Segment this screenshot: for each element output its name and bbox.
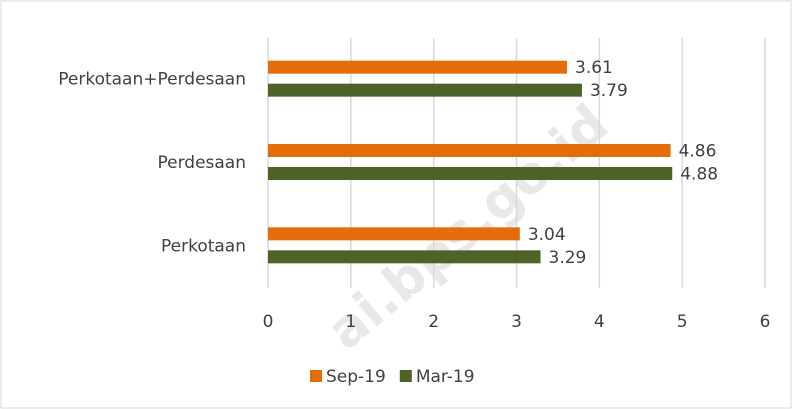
x-tick-label: 5 <box>677 312 688 332</box>
legend-swatch <box>310 370 322 382</box>
legend-swatch <box>399 370 412 382</box>
x-tick-label: 1 <box>345 312 356 332</box>
x-tick-label: 4 <box>594 312 605 332</box>
data-label: 3.79 <box>590 81 628 101</box>
bar <box>268 60 568 74</box>
bar <box>268 167 673 180</box>
data-label: 3.04 <box>528 225 566 245</box>
data-label: 4.88 <box>680 165 718 185</box>
x-tick-label: 2 <box>428 312 439 332</box>
y-tick-label: Perkotaan <box>161 236 246 256</box>
bar <box>268 227 520 241</box>
data-label: 4.86 <box>679 142 717 162</box>
y-tick-label: Perdesaan <box>157 153 246 173</box>
data-label: 3.29 <box>549 248 587 268</box>
y-tick-label: Perkotaan+Perdesaan <box>58 70 246 90</box>
legend-label: Sep-19 <box>326 367 386 387</box>
x-tick-label: 6 <box>760 312 771 332</box>
bar <box>268 83 582 97</box>
bar <box>268 144 671 157</box>
x-tick-label: 3 <box>511 312 522 332</box>
x-tick-label: 0 <box>263 312 274 332</box>
bar <box>268 250 541 264</box>
legend-label: Mar-19 <box>416 367 475 387</box>
data-label: 3.61 <box>575 58 613 78</box>
